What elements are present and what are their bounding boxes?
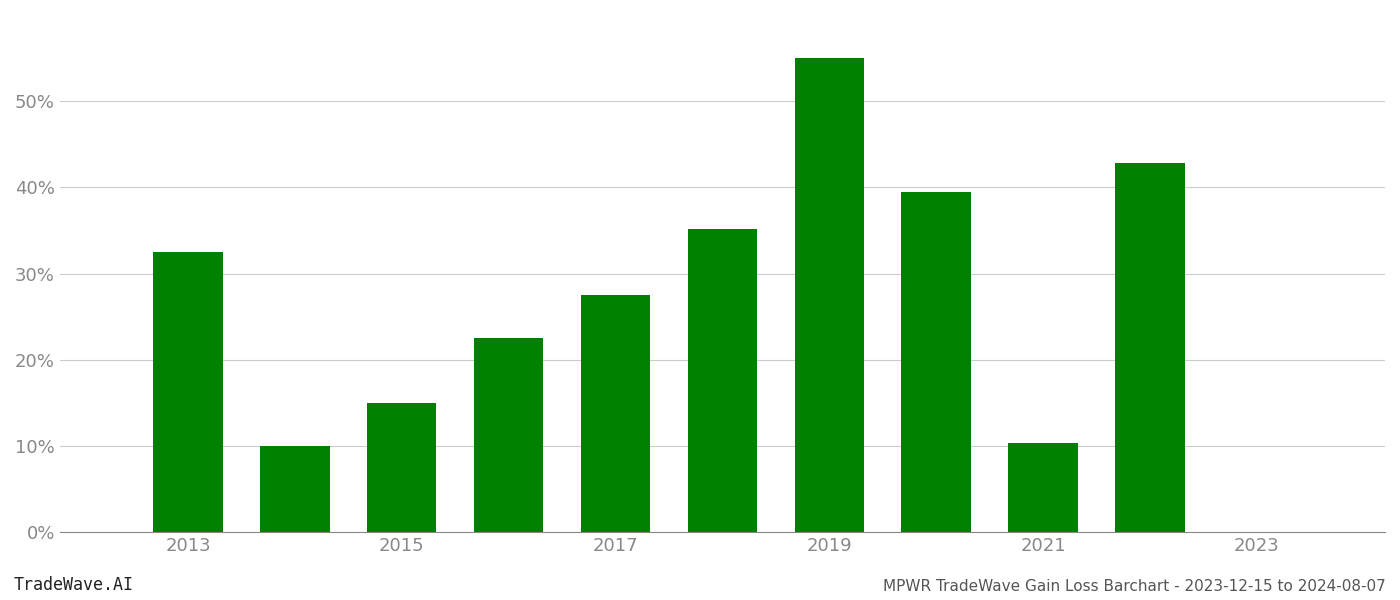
Bar xyxy=(1116,163,1184,532)
Bar xyxy=(473,338,543,532)
Text: TradeWave.AI: TradeWave.AI xyxy=(14,576,134,594)
Bar xyxy=(795,58,864,532)
Bar xyxy=(1008,443,1078,532)
Bar xyxy=(581,295,650,532)
Bar xyxy=(153,252,223,532)
Bar xyxy=(902,191,970,532)
Bar xyxy=(367,403,437,532)
Bar xyxy=(260,446,329,532)
Bar xyxy=(687,229,757,532)
Text: MPWR TradeWave Gain Loss Barchart - 2023-12-15 to 2024-08-07: MPWR TradeWave Gain Loss Barchart - 2023… xyxy=(883,579,1386,594)
